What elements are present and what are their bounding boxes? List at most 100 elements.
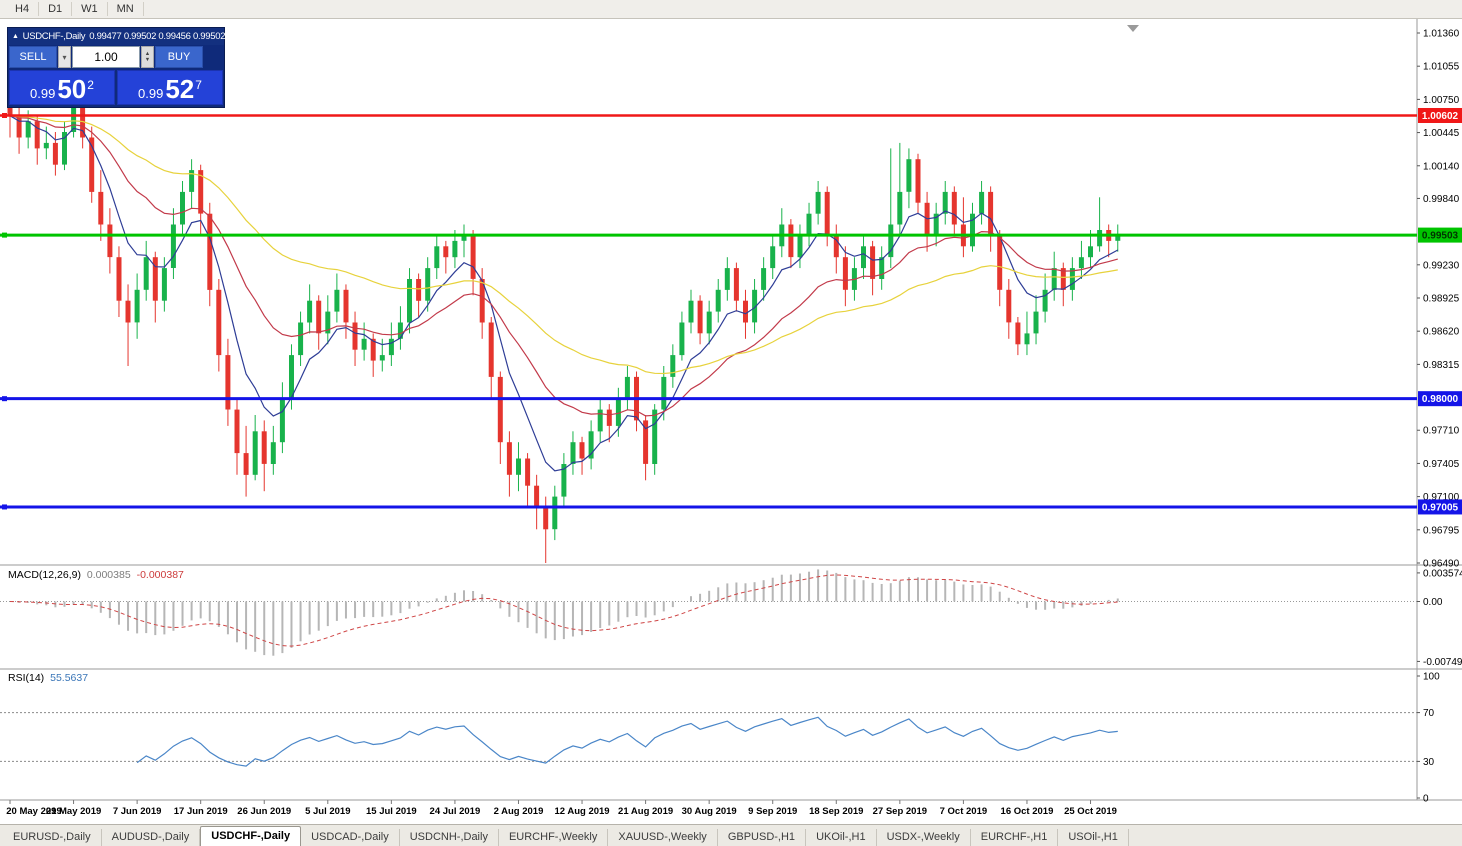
hline-handle[interactable] — [2, 232, 7, 238]
date-label: 21 Aug 2019 — [618, 806, 673, 817]
sell-price-button[interactable]: 0.99 50 2 — [9, 70, 115, 105]
macd-signal-value: -0.000387 — [136, 569, 184, 581]
candle-body — [652, 409, 658, 464]
candle-body — [879, 257, 885, 279]
ma-line-medium — [9, 115, 1118, 417]
candle-body — [170, 224, 176, 268]
rsi-line — [136, 716, 1118, 767]
volume-stepper[interactable]: ▲ ▼ — [141, 46, 154, 68]
sell-button[interactable]: SELL — [9, 46, 57, 68]
candle-body — [479, 279, 485, 323]
tab-usdchf-daily[interactable]: USDCHF-,Daily — [200, 826, 302, 846]
macd-axis-label: 0.003574 — [1423, 568, 1462, 579]
sell-price-sup: 2 — [87, 78, 94, 92]
candle-body — [534, 485, 540, 508]
tab-eurchf-h1[interactable]: EURCHF-,H1 — [971, 829, 1059, 846]
price-badge — [1418, 391, 1462, 407]
candle-body — [1042, 289, 1048, 312]
candle-body — [488, 322, 494, 377]
buy-button[interactable]: BUY — [155, 46, 203, 68]
price-badge-label: 0.99503 — [1422, 231, 1459, 242]
candle-body — [116, 257, 122, 301]
candle-body — [1097, 230, 1103, 247]
candle-body — [1060, 268, 1066, 290]
candle-body — [89, 137, 95, 192]
candle-body — [252, 431, 258, 475]
price-badge-label: 0.98000 — [1422, 394, 1459, 405]
candle-body — [870, 246, 876, 279]
buy-price-sup: 7 — [195, 78, 202, 92]
candle-body — [1069, 268, 1075, 290]
price-tick-label: 0.97710 — [1423, 426, 1460, 437]
tab-xauusd-weekly[interactable]: XAUUSD-,Weekly — [608, 829, 718, 846]
candle-body — [307, 300, 313, 323]
candle-body — [216, 289, 222, 356]
buy-price-button[interactable]: 0.99 52 7 — [117, 70, 223, 105]
tab-eurusd-daily[interactable]: EURUSD-,Daily — [3, 829, 102, 846]
candle-body — [16, 115, 22, 138]
rsi-title: RSI(14) — [8, 672, 45, 684]
volume-input[interactable] — [72, 46, 140, 68]
ma-line-slow — [9, 115, 1118, 375]
date-label: 30 Aug 2019 — [682, 806, 737, 817]
candle-body — [452, 240, 458, 258]
chart-shift-marker[interactable] — [1127, 25, 1139, 32]
date-label: 16 Oct 2019 — [1001, 806, 1054, 817]
rsi-indicator-label: RSI(14) 55.5637 — [8, 672, 88, 684]
timeframe-h4[interactable]: H4 — [6, 2, 40, 16]
chart-title-bar: ▲ USDCHF-,Daily 0.99477 0.99502 0.99456 … — [8, 28, 226, 45]
price-badge — [1418, 107, 1462, 123]
tab-usoil-h1[interactable]: USOil-,H1 — [1058, 829, 1129, 846]
spin-up-icon[interactable]: ▲ — [144, 51, 151, 57]
tab-audusd-daily[interactable]: AUDUSD-,Daily — [102, 829, 201, 846]
tab-eurchf-weekly[interactable]: EURCHF-,Weekly — [499, 829, 609, 846]
rsi-axis-label: 0 — [1423, 794, 1429, 805]
price-tick-label: 1.01055 — [1423, 62, 1460, 73]
candle-body — [570, 442, 576, 464]
collapse-panel-icon[interactable]: ▲ — [12, 33, 19, 40]
date-label: 7 Jun 2019 — [113, 806, 162, 817]
price-tick-label: 0.96490 — [1423, 559, 1460, 570]
candle-body — [506, 442, 512, 475]
tab-usdcad-daily[interactable]: USDCAD-,Daily — [301, 829, 400, 846]
candle-body — [988, 191, 994, 236]
candle-body — [933, 213, 939, 236]
rsi-axis-label: 70 — [1423, 708, 1435, 719]
timeframe-d1[interactable]: D1 — [39, 2, 73, 16]
candle-body — [951, 191, 957, 225]
candle-body — [833, 235, 839, 258]
candle-body — [624, 376, 630, 399]
chart-symbol-label: USDCHF-,Daily — [22, 31, 86, 42]
candle-body — [970, 213, 975, 247]
volume-dropdown-icon[interactable]: ▾ — [58, 46, 71, 68]
tab-gbpusd-h1[interactable]: GBPUSD-,H1 — [718, 829, 807, 846]
candle-body — [43, 142, 49, 149]
candle-body — [915, 159, 921, 203]
timeframe-w1[interactable]: W1 — [72, 2, 108, 16]
candle-body — [606, 409, 612, 426]
candle-body — [443, 246, 449, 258]
price-tick-label: 0.98315 — [1423, 360, 1460, 371]
candle-body — [788, 224, 794, 258]
hline-handle[interactable] — [2, 396, 7, 402]
spin-down-icon[interactable]: ▼ — [144, 57, 151, 63]
candle-body — [525, 458, 531, 486]
candle-body — [497, 376, 503, 443]
candle-body — [770, 246, 776, 269]
candle-body — [697, 300, 703, 334]
candle-body — [688, 300, 694, 323]
tab-usdx-weekly[interactable]: USDX-,Weekly — [877, 829, 971, 846]
tab-ukoil-h1[interactable]: UKOil-,H1 — [806, 829, 877, 846]
candle-body — [579, 442, 585, 459]
hline-handle[interactable] — [2, 112, 7, 118]
price-badge — [1418, 499, 1462, 515]
candle-body — [270, 442, 276, 464]
timeframe-mn[interactable]: MN — [108, 2, 144, 16]
candle-body — [824, 191, 830, 236]
price-tick-label: 0.99840 — [1423, 194, 1460, 205]
tab-usdcnh-daily[interactable]: USDCNH-,Daily — [400, 829, 499, 846]
candle-body — [752, 289, 758, 323]
date-label: 24 Jul 2019 — [430, 806, 481, 817]
hline-handle[interactable] — [2, 504, 7, 510]
